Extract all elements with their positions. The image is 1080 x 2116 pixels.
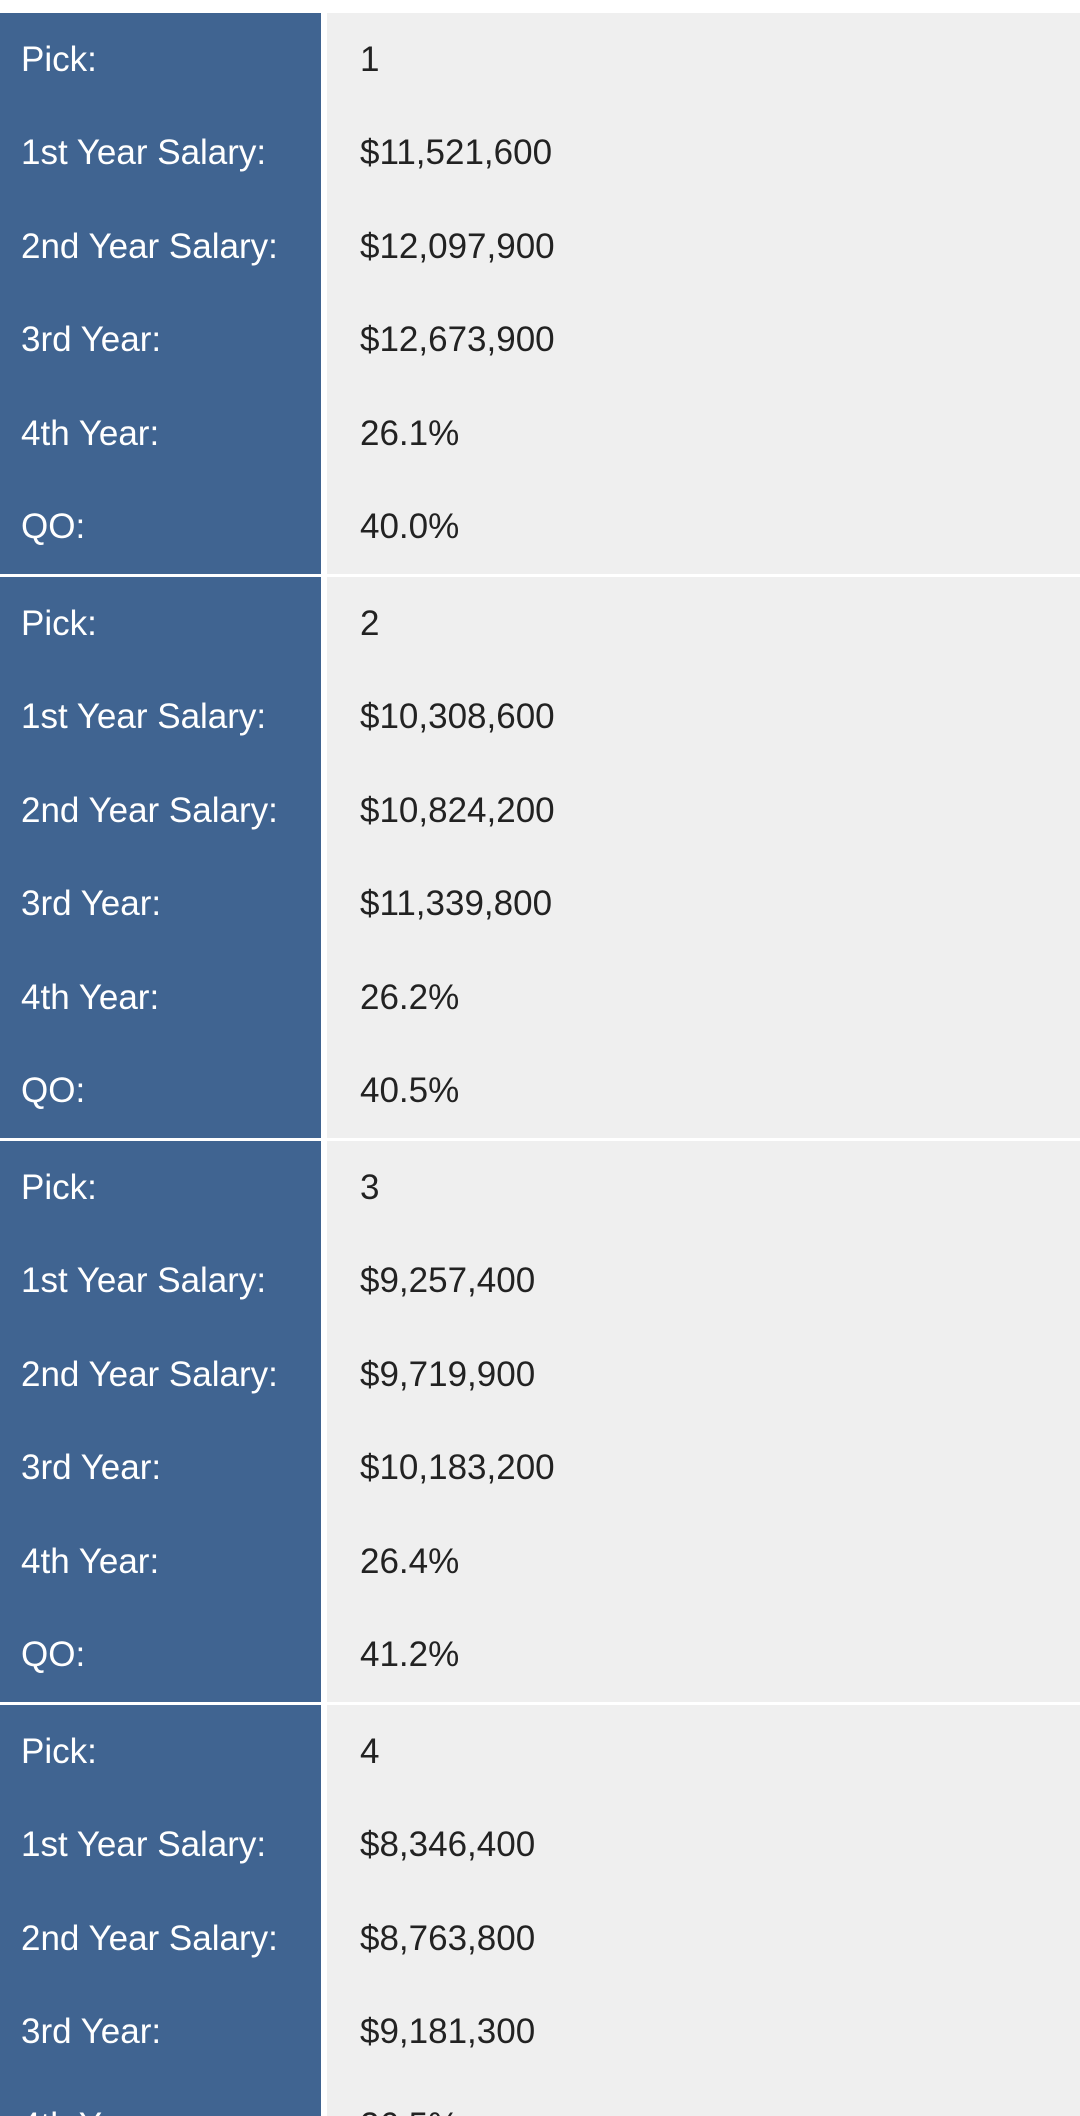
row-value: 4 [360,1731,380,1771]
row-value: $8,763,800 [360,1918,536,1958]
row-label: 3rd Year: [21,2012,162,2052]
label-column: Pick: 1st Year Salary: 2nd Year Salary: 3rd… [0,1141,321,1702]
row-label: 3rd Year: [21,1448,162,1488]
row-value: 26.2% [360,977,460,1017]
row-value: $9,257,400 [360,1261,536,1301]
pick-block: Pick: 1st Year Salary: 2nd Year Salary: 3rd… [0,577,1080,1138]
row-value: 40.5% [360,1071,460,1111]
row-label: QO: [21,507,86,547]
row-value: $10,308,600 [360,697,555,737]
label-column: Pick: 1st Year Salary: 2nd Year Salary: 3rd… [0,13,321,574]
row-value: 26.1% [360,413,460,453]
row-label: 3rd Year: [21,320,162,360]
row-value: $8,346,400 [360,1825,536,1865]
row-value: $12,673,900 [360,320,555,360]
row-value: $12,097,900 [360,226,555,266]
row-label: Pick: [21,39,97,79]
row-label: 1st Year Salary: [21,1261,267,1301]
row-value: 26.5% [327,2079,1080,2116]
value-column: 3 $9,257,400 $9,719,900 $10,183,200 26.4% 41.… [327,1141,1080,1702]
row-label: 2nd Year Salary: [21,1354,278,1394]
row-value: 26.4% [360,1541,460,1581]
row-label: 2nd Year Salary: [21,226,278,266]
row-value: 2 [360,603,380,643]
row-label: QO: [21,1635,86,1675]
row-label: 4th Year: [21,1541,160,1581]
row-label: QO: [21,1071,86,1111]
row-value: 41.2% [360,1635,460,1675]
column-separator [321,1705,327,2116]
row-value: 40.0% [360,507,460,547]
value-column: 1 $11,521,600 $12,097,900 $12,673,900 26.1% 4… [327,13,1080,574]
row-label: 1st Year Salary: [21,133,267,173]
row-label: Pick: [21,1731,97,1771]
row-label: Pick: [21,1167,97,1207]
column-separator [321,13,327,574]
row-label: 2nd Year Salary: [21,790,278,830]
label-column: Pick: 1st Year Salary: 2nd Year Salary: 3rd… [0,577,321,1138]
row-value: 3 [360,1167,380,1207]
row-label: 4th Year: [21,977,160,1017]
row-value: 1 [360,39,380,79]
row-label: 4th Year: [21,413,160,453]
column-separator [321,577,327,1138]
row-value: $10,824,200 [360,790,555,830]
pick-block: Pick: 1st Year Salary: 2nd Year Salary: 3rd… [0,1141,1080,1702]
pick-block: Pick: 1st Year Salary: 2nd Year Salary: 3rd… [0,13,1080,574]
row-value: $11,521,600 [360,133,553,173]
value-column: 4 $8,346,400 $8,763,800 $9,181,300 26.5% [327,1705,1080,2116]
value-column: 2 $10,308,600 $10,824,200 $11,339,800 26.2% 4… [327,577,1080,1138]
row-label: 4th Year: [0,2079,321,2116]
row-label: 1st Year Salary: [21,697,267,737]
row-value: $10,183,200 [360,1448,555,1488]
row-label: 3rd Year: [21,884,162,924]
row-label: Pick: [21,603,97,643]
pick-block: Pick: 1st Year Salary: 2nd Year Salary: 3rd… [0,1705,1080,2116]
label-column: Pick: 1st Year Salary: 2nd Year Salary: 3rd… [0,1705,321,2116]
row-value: $9,181,300 [360,2012,536,2052]
row-value: $11,339,800 [360,884,553,924]
column-separator [321,1141,327,1702]
row-label: 2nd Year Salary: [21,1918,278,1958]
row-value: $9,719,900 [360,1354,536,1394]
row-label: 1st Year Salary: [21,1825,267,1865]
